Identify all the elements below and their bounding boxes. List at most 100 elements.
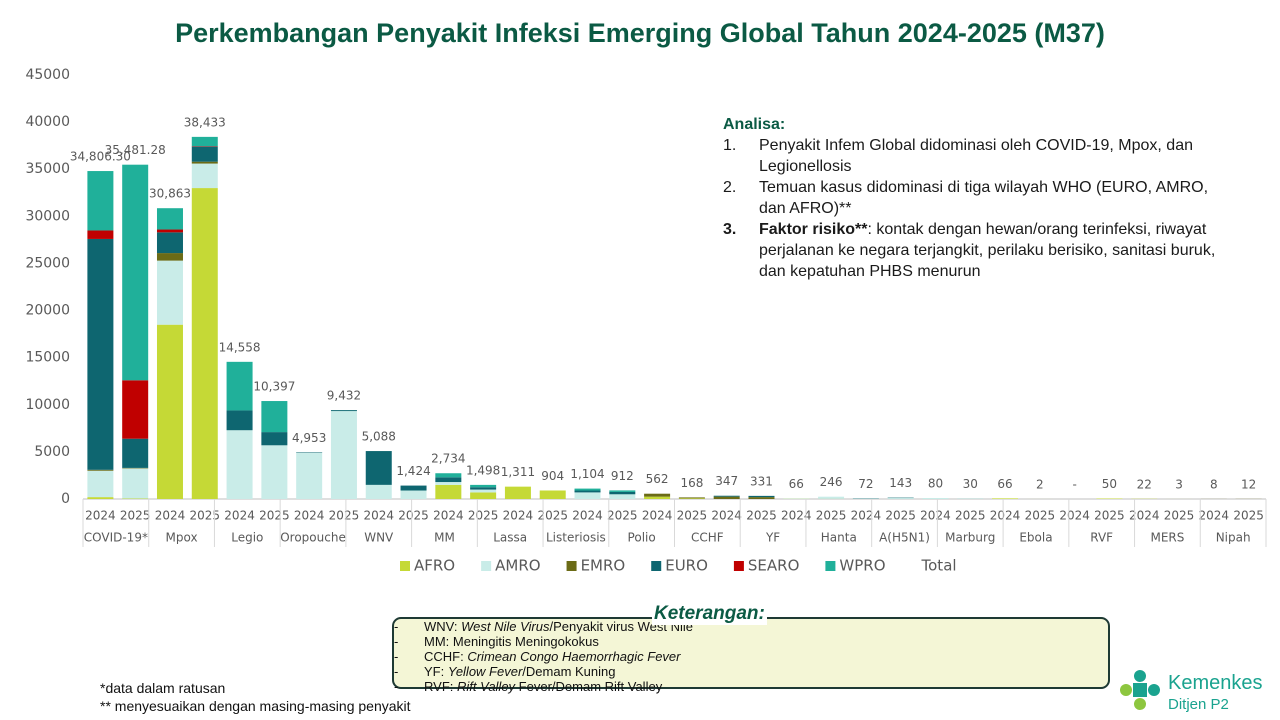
y-tick-label: 40000 — [25, 114, 70, 130]
bar-segment — [87, 171, 114, 231]
group-label: Legio — [231, 531, 263, 545]
y-tick-label: 10000 — [25, 397, 70, 413]
legend-swatch — [566, 561, 577, 571]
total-label: 34,806.30 — [70, 150, 131, 164]
x-tick-label: 2024 — [642, 509, 673, 523]
bar-segment — [156, 253, 183, 261]
group-label: Marburg — [945, 531, 995, 545]
bar-segment — [435, 473, 462, 478]
total-label: 1,311 — [501, 465, 535, 479]
bar-segment — [226, 430, 253, 499]
total-label: 3 — [1175, 477, 1183, 491]
bar-segment — [609, 494, 636, 499]
bar-segment — [539, 490, 566, 499]
legend-label: EURO — [665, 557, 708, 575]
note-abbr: YF: — [424, 664, 445, 679]
total-label: 562 — [646, 472, 669, 486]
y-tick-label: 25000 — [25, 255, 70, 271]
total-label: 331 — [750, 474, 773, 488]
bar-segment — [470, 487, 497, 490]
x-tick-label: 2025 — [1164, 509, 1195, 523]
item-bold: Faktor risiko** — [759, 221, 868, 238]
total-label: 1,104 — [570, 467, 604, 481]
group-label: Listeriosis — [546, 531, 606, 545]
x-tick-label: 2025 — [677, 509, 708, 523]
x-tick-label: 2024 — [503, 509, 534, 523]
x-tick-label: 2024 — [1199, 509, 1230, 523]
chart: 0 5000 10000 15000 20000 25000 30000 35000 40000… — [25, 67, 1267, 575]
item-text: : kontak dengan hewan/orang terinfeksi, … — [759, 221, 1216, 280]
bar-segment — [922, 498, 949, 499]
bar-segment — [470, 492, 497, 499]
note-item: - WNV: West Nile Virus/Penyakit virus Wes… — [394, 619, 1108, 634]
group-label: Oropouche — [280, 531, 346, 545]
total-label: 66 — [997, 477, 1012, 491]
y-tick-label: 30000 — [25, 208, 70, 224]
bar-segment — [156, 208, 183, 230]
total-label: 5,088 — [362, 430, 396, 444]
total-label: 72 — [858, 477, 873, 491]
notes-column: - WNV: West Nile Virus/Penyakit virus Wes… — [394, 619, 1108, 664]
bar-segment — [609, 491, 636, 495]
bar-segment — [713, 496, 740, 499]
bar-segment — [296, 452, 323, 499]
bar-segment — [87, 497, 114, 499]
x-tick-label: 2025 — [329, 509, 360, 523]
x-tick-label: 2024 — [572, 509, 603, 523]
bar-segment — [644, 496, 671, 499]
logo-name: Kemenkes — [1168, 672, 1263, 694]
x-tick-label: 2024 — [1059, 509, 1090, 523]
bar-segment — [122, 438, 149, 468]
x-tick-label: 2025 — [468, 509, 499, 523]
legend-label: SEARO — [748, 557, 800, 575]
x-tick-label: 2024 — [1129, 509, 1160, 523]
bar-segment — [574, 490, 601, 493]
bar-segment — [261, 432, 288, 446]
x-tick-label: 2025 — [1025, 509, 1056, 523]
total-label: - — [1072, 478, 1076, 492]
total-label: 1,498 — [466, 463, 500, 477]
y-tick-label: 5000 — [34, 444, 70, 460]
bar-segment — [400, 485, 427, 491]
note-italic: Rift Valley — [457, 679, 516, 694]
bar-segment — [504, 486, 531, 499]
bar-segment — [435, 482, 462, 485]
bar-segment — [365, 451, 392, 485]
x-tick-label: 2025 — [955, 509, 986, 523]
footnote: *data dalam ratusan — [100, 680, 226, 696]
bar-segment — [156, 260, 183, 325]
note-item: - CCHF: Crimean Congo Haemorrhagic Fever — [394, 649, 1108, 664]
group-label: Lassa — [493, 531, 527, 545]
note-abbr: CCHF: — [424, 649, 464, 664]
total-label: 8 — [1210, 477, 1218, 491]
logo-unit: Ditjen P2 — [1168, 696, 1229, 713]
bar-segment — [122, 380, 149, 439]
legend-label: EMRO — [581, 557, 626, 575]
x-tick-label: 2024 — [711, 509, 742, 523]
bar-segment — [435, 484, 462, 499]
item-number: 1. — [723, 137, 737, 154]
x-tick-label: 2024 — [781, 509, 812, 523]
bar-segment — [887, 498, 914, 499]
bar-segment — [748, 495, 775, 498]
bar-segment — [574, 488, 601, 491]
group-label: Hanta — [821, 531, 857, 545]
group-label: Nipah — [1216, 531, 1251, 545]
analysis-item: 3. Faktor risiko**: kontak dengan hewan/o… — [723, 219, 1233, 282]
x-tick-label: 2024 — [851, 509, 882, 523]
legend-label: WPRO — [839, 557, 885, 575]
bar-segment — [87, 230, 114, 239]
x-tick-label: 2024 — [433, 509, 464, 523]
bar-segment — [87, 238, 114, 470]
x-tick-label: 2024 — [363, 509, 394, 523]
total-label: 80 — [928, 477, 943, 491]
bar-segment — [574, 492, 601, 499]
bar-segment — [365, 484, 392, 499]
note-abbr: MM: Meningitis Meningokokus — [424, 634, 599, 649]
total-label: 4,953 — [292, 431, 326, 445]
total-label: 30,863 — [149, 187, 191, 201]
title: Perkembangan Penyakit Infeksi Emerging G… — [175, 18, 1105, 48]
bar-segment — [713, 495, 740, 497]
item-text: Temuan kasus didominasi di tiga wilayah … — [759, 177, 1233, 219]
legend-swatch — [733, 561, 744, 571]
